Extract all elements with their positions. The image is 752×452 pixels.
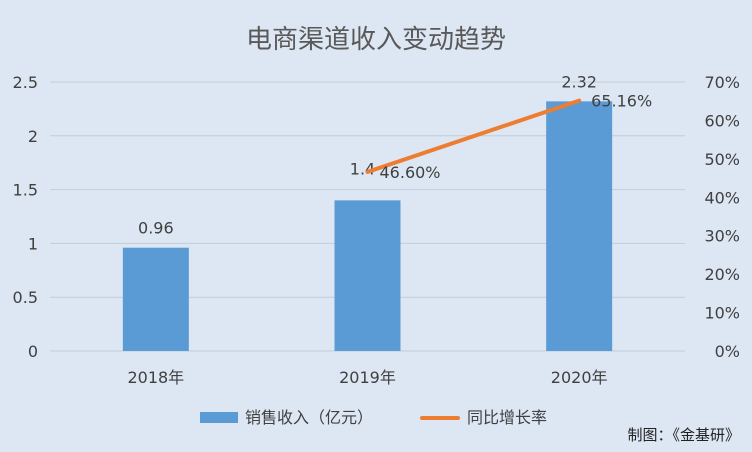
left-tick-label: 0 — [28, 342, 38, 361]
right-tick-label: 0% — [715, 342, 740, 361]
x-axis: 2018年 2019年 2020年 — [127, 368, 607, 387]
right-tick-label: 10% — [704, 304, 740, 323]
x-tick-label: 2018年 — [127, 368, 184, 387]
left-tick-label: 1 — [28, 234, 38, 253]
line-data-label: 46.60% — [380, 163, 441, 182]
legend-line-label: 同比增长率 — [467, 408, 547, 427]
x-tick-label: 2019年 — [339, 368, 396, 387]
bar-data-label: 2.32 — [561, 72, 597, 91]
left-tick-label: 2.5 — [13, 73, 38, 92]
right-tick-label: 60% — [704, 111, 740, 130]
x-tick-label: 2020年 — [551, 368, 608, 387]
chart-title: 电商渠道收入变动趋势 — [246, 25, 506, 55]
bar-data-label: 0.96 — [138, 219, 174, 238]
bar — [122, 247, 189, 351]
bar-series: 0.96 1.4 2.32 — [122, 72, 613, 351]
left-tick-label: 2 — [28, 127, 38, 146]
legend: 销售收入（亿元） 同比增长率 — [200, 408, 547, 427]
right-axis: 0% 10% 20% 30% 40% 50% 60% 70% — [704, 73, 740, 361]
line-series: 46.60% 65.16% — [365, 92, 652, 182]
bar — [334, 200, 401, 351]
left-tick-label: 1.5 — [13, 181, 38, 200]
line-data-label: 65.16% — [591, 92, 652, 111]
legend-bar-swatch — [200, 412, 238, 423]
right-tick-label: 50% — [704, 150, 740, 169]
left-axis: 0 0.5 1 1.5 2 2.5 — [13, 73, 38, 361]
right-tick-label: 30% — [704, 227, 740, 246]
right-tick-label: 40% — [704, 188, 740, 207]
right-tick-label: 20% — [704, 265, 740, 284]
bar — [546, 101, 613, 351]
bar-data-label: 1.4 — [350, 159, 375, 178]
left-tick-label: 0.5 — [13, 288, 38, 307]
right-tick-label: 70% — [704, 73, 740, 92]
source-note: 制图：《金基研》 — [627, 426, 740, 444]
legend-bar-label: 销售收入（亿元） — [245, 408, 373, 427]
line-path — [365, 98, 582, 174]
